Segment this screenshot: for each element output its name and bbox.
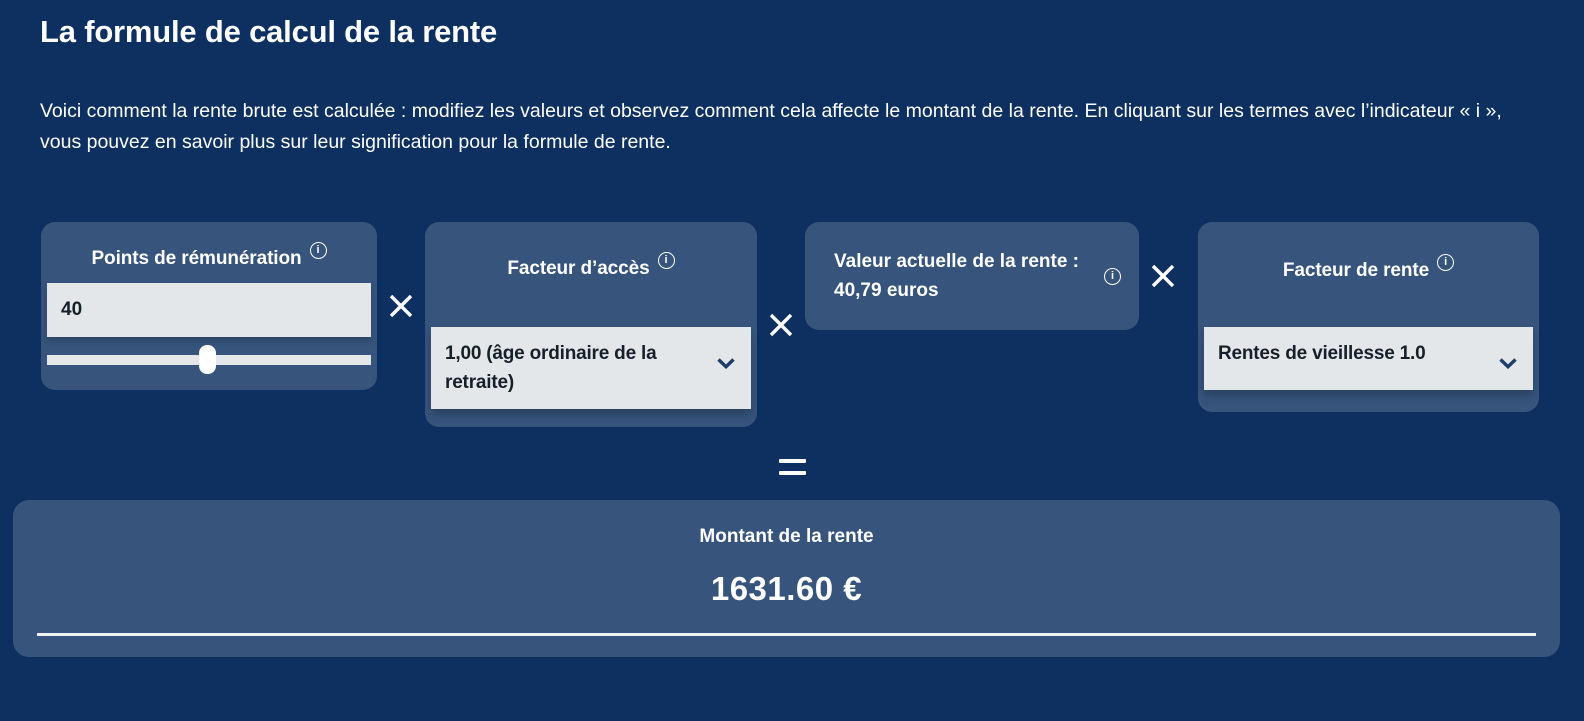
equals-icon <box>778 459 806 475</box>
term-points: Points de rémunération i <box>41 222 425 390</box>
term-access-factor: Facteur d’accès i 1,00 (âge ordinaire de… <box>425 222 805 427</box>
access-factor-select[interactable]: 1,00 (âge ordinaire de la retraite) <box>431 327 751 409</box>
points-label-row[interactable]: Points de rémunération i <box>47 242 371 270</box>
term-pension-value: Valeur actuelle de la rente : 40,79 euro… <box>805 222 1187 330</box>
info-icon[interactable]: i <box>309 242 327 259</box>
info-icon[interactable]: i <box>1104 267 1121 285</box>
pension-factor-selected-option: Rentes de vieillesse 1.0 <box>1218 343 1426 364</box>
term-pension-factor: Facteur de rente i Rentes de vieillesse … <box>1187 222 1539 412</box>
page-title: La formule de calcul de la rente <box>40 14 498 49</box>
result-amount: 1631.60 € <box>710 570 863 607</box>
info-icon[interactable]: i <box>657 252 675 269</box>
intro-text: Voici comment la rente brute est calculé… <box>40 100 1502 153</box>
pension-factor-card: Facteur de rente i Rentes de vieillesse … <box>1198 222 1539 412</box>
pension-factor-label[interactable]: Facteur de rente <box>1282 260 1430 281</box>
points-input[interactable] <box>47 283 371 337</box>
multiply-icon <box>757 310 805 340</box>
info-icon[interactable]: i <box>1437 254 1455 271</box>
chevron-down-icon <box>717 349 735 378</box>
access-factor-selected-option: 1,00 (âge ordinaire de la retraite) <box>445 343 657 393</box>
pension-value-card: Valeur actuelle de la rente : 40,79 euro… <box>805 222 1139 330</box>
result-card: Montant de la rente 1631.60 € <box>13 500 1560 657</box>
multiply-icon <box>377 291 425 321</box>
points-slider[interactable] <box>47 345 371 374</box>
result-divider <box>37 633 1536 636</box>
access-factor-label-row[interactable]: Facteur d’accès i <box>431 252 751 280</box>
access-factor-label[interactable]: Facteur d’accès <box>507 258 650 279</box>
chevron-down-icon <box>1499 349 1517 378</box>
multiply-icon <box>1139 261 1187 291</box>
pension-value-label[interactable]: Valeur actuelle de la rente : 40,79 euro… <box>834 251 1079 301</box>
slider-thumb[interactable] <box>199 345 217 374</box>
formula-row: Points de rémunération i Facteur d’accès… <box>41 222 1564 427</box>
result-label: Montant de la rente <box>699 526 874 547</box>
points-label[interactable]: Points de rémunération <box>91 248 302 269</box>
pension-factor-select[interactable]: Rentes de vieillesse 1.0 <box>1204 327 1533 390</box>
pension-factor-label-row[interactable]: Facteur de rente i <box>1204 254 1533 282</box>
points-card: Points de rémunération i <box>41 222 377 390</box>
access-factor-card: Facteur d’accès i 1,00 (âge ordinaire de… <box>425 222 757 427</box>
